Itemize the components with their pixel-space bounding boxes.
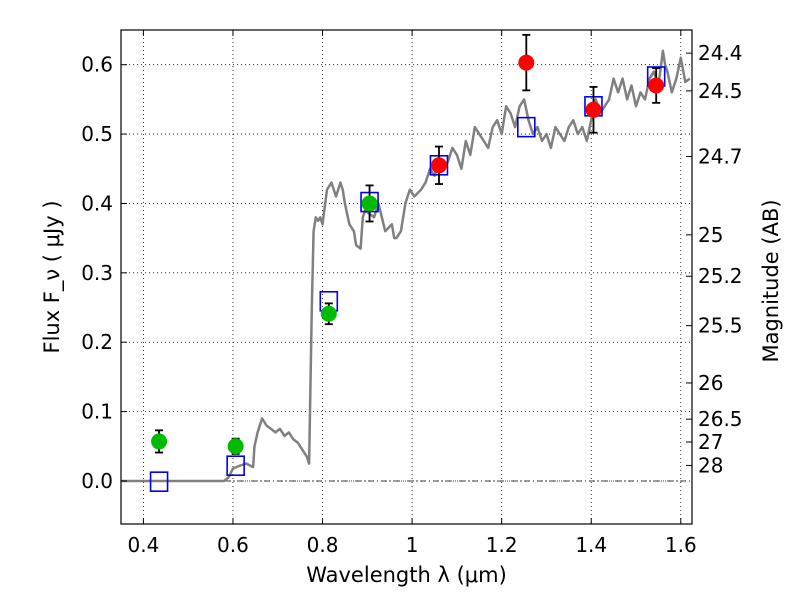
- model-square-marker: [226, 455, 245, 477]
- x-tick-label: 1: [406, 533, 419, 557]
- x-tick-label: 1.2: [486, 533, 518, 557]
- spectrum-layer: [121, 49, 691, 483]
- y-tick-label: 0.5: [81, 122, 113, 146]
- y-tick-label: 0.6: [81, 53, 113, 77]
- mag-tick-label: 26: [698, 371, 723, 395]
- y-tick-label: 0.1: [81, 400, 113, 424]
- mag-tick-label: 25.5: [698, 314, 743, 338]
- y-tick-label: 0.4: [81, 191, 113, 215]
- y-axis-title: Flux F_ν ( μJy ): [40, 200, 65, 353]
- x-tick-label: 1.6: [665, 533, 697, 557]
- observed-point: [151, 433, 168, 450]
- mag-tick-label: 28: [698, 453, 723, 477]
- observed-point: [648, 77, 665, 94]
- y2-axis-title: Magnitude (AB): [759, 199, 783, 362]
- y-tick-label: 0.2: [81, 330, 113, 354]
- x-tick-label: 0.6: [217, 533, 249, 557]
- mag-tick-label: 25: [698, 223, 723, 247]
- observed-point: [361, 195, 378, 212]
- observed-point: [227, 438, 244, 455]
- observed-point: [518, 54, 535, 71]
- x-tick-label: 1.4: [575, 533, 607, 557]
- mag-tick-label: 26.5: [698, 407, 743, 431]
- observed-point: [430, 157, 447, 174]
- mag-tick-label: 24.7: [698, 144, 743, 168]
- x-axis-title: Wavelength λ (μm): [306, 563, 507, 587]
- axis-ticks: 0.4 0.6 0.8 1 1.2 1.4 1.6 0.0 0.1 0.2 0.3 0.4 0.5 0.6…: [81, 30, 743, 557]
- plot-frame: [120, 29, 693, 525]
- model-square-marker: [516, 116, 536, 138]
- mag-tick-label: 25.2: [698, 264, 743, 288]
- y-tick-label: 0.0: [81, 469, 113, 493]
- mag-tick-label: 24.4: [698, 41, 743, 65]
- model-square-marker: [149, 471, 169, 492]
- mag-tick-label: 24.5: [698, 79, 743, 103]
- data-markers: [149, 33, 666, 492]
- mag-tick-label: 27: [698, 430, 723, 454]
- observed-point: [585, 101, 602, 118]
- x-tick-label: 0.8: [307, 533, 339, 557]
- y-tick-label: 0.3: [81, 261, 113, 285]
- spectrum-line: [121, 49, 691, 483]
- x-tick-label: 0.4: [127, 533, 159, 557]
- observed-point: [320, 305, 337, 322]
